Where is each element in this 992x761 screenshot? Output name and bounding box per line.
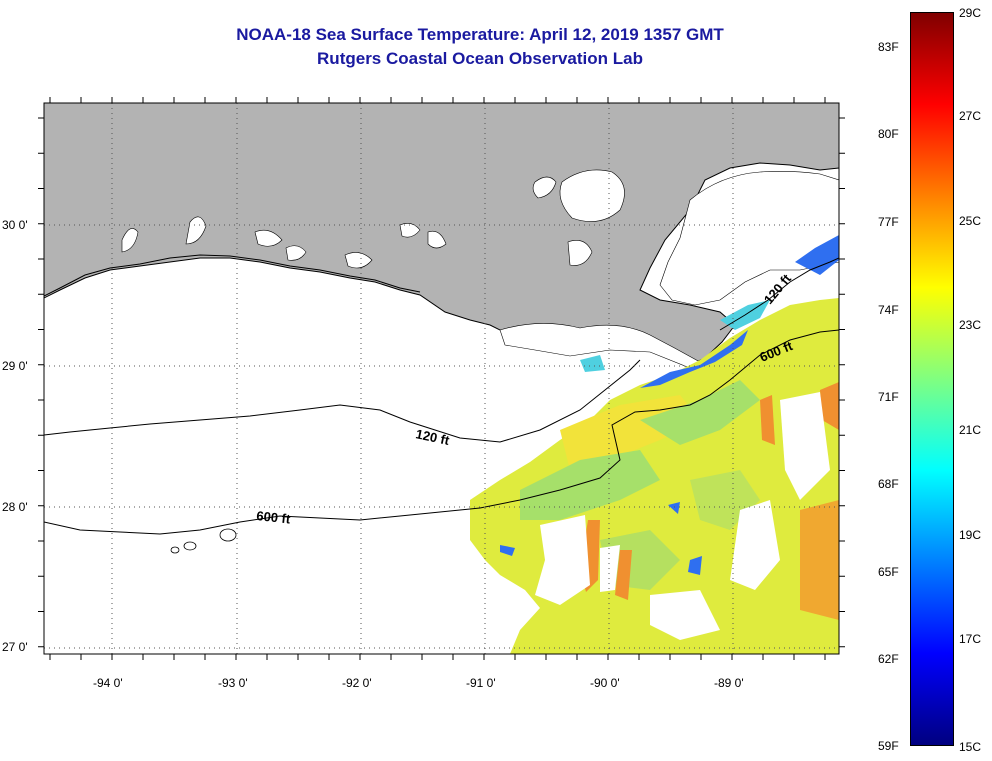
colorbar-f-label: 62F [878,652,899,666]
lon-label: -94 0' [93,676,123,690]
map-subtitle: Rutgers Coastal Ocean Observation Lab [317,49,643,68]
sst-cool-patch [580,355,605,372]
colorbar-c-label: 25C [959,214,982,228]
no-data-gap [780,392,830,500]
colorbar-c-label: 17C [959,632,982,646]
lake [559,169,625,222]
colorbar-f-label: 68F [878,477,899,491]
colorbar-c-label: 27C [959,109,982,123]
graticule [44,103,839,654]
lat-label: 27 0' [2,640,28,654]
lon-label: -89 0' [714,676,744,690]
sst-warm-patch [615,550,632,600]
lake [399,223,421,238]
lon-label: -93 0' [218,676,248,690]
lake [254,229,283,247]
contour-island [219,528,237,542]
lake [532,176,557,199]
colorbar-f-label: 83F [878,40,899,54]
lake [344,252,373,269]
colorbar-f-label: 59F [878,739,899,753]
lake [427,230,447,249]
colorbar-f-label: 65F [878,565,899,579]
contour-island [170,546,180,554]
no-data-gap [650,590,720,640]
colorbar-c-label: 23C [959,318,982,332]
map-title: NOAA-18 Sea Surface Temperature: April 1… [236,25,724,44]
lon-label: -92 0' [342,676,372,690]
sst-cold-spot [500,545,515,556]
sst-cold-spot [688,556,702,575]
sst-greenish [520,450,660,520]
lake [567,240,593,266]
lake [659,171,839,306]
contour-label: 600 ft [256,508,292,527]
no-data-gap [535,515,590,605]
map-frame [43,102,840,655]
colorbar-c-label: 19C [959,528,982,542]
sst-warm-patch [760,395,775,445]
sst-cold-spot [668,502,680,514]
no-data-gap [730,500,780,590]
sst-cold-patch [795,235,839,275]
no-data-gap [600,545,620,592]
lat-label: 30 0' [2,218,28,232]
colorbar-c-label: 21C [959,423,982,437]
colorbar-f-label: 80F [878,127,899,141]
contour-600ft-west [44,329,839,535]
lon-label: -90 0' [590,676,620,690]
sst-warm-patch [800,500,839,620]
contour-label: 120 ft [414,426,451,448]
lake [121,228,139,253]
contour-island [183,541,197,551]
lat-label: 28 0' [2,500,28,514]
contour-120ft-east [719,257,839,331]
contour-120ft-west [44,359,641,443]
lat-label: 29 0' [2,359,28,373]
colorbar-f-label: 77F [878,215,899,229]
colorbar-f-label: 74F [878,303,899,317]
colorbar-c-label: 15C [959,740,982,754]
temperature-colorbar [910,12,954,746]
lake [285,245,307,261]
colorbar-c-label: 29C [959,6,982,20]
sst-greenish [640,380,760,445]
lake [185,216,207,245]
sst-warm-patch [820,382,839,430]
lon-label: -91 0' [466,676,496,690]
colorbar-f-label: 71F [878,390,899,404]
